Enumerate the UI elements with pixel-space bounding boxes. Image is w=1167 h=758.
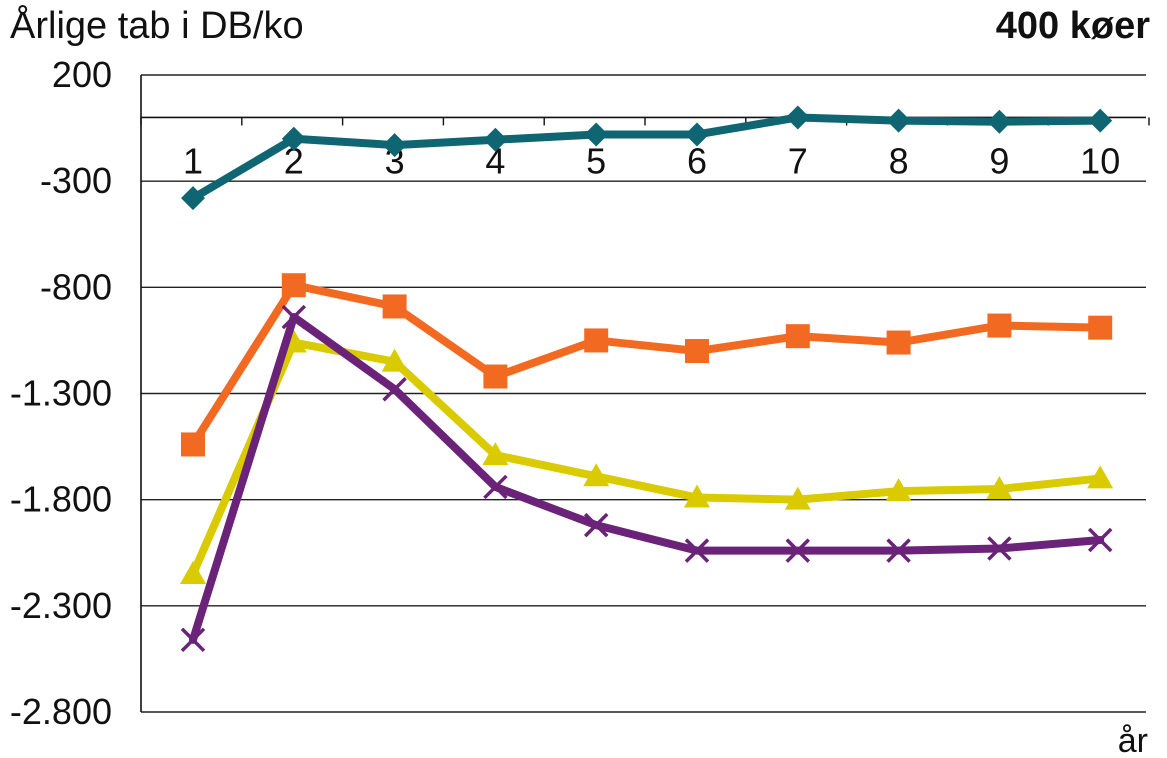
x-tick-labels: 1 2 3 4 5 6 7 8 9 10	[183, 140, 1120, 181]
y-tick-label: -2.800	[10, 691, 112, 732]
data-point-square	[181, 432, 205, 457]
data-point-x	[382, 377, 407, 402]
x-tick-label: 6	[687, 140, 707, 181]
data-point-square	[685, 339, 709, 364]
y-tick-label: -2.300	[10, 585, 112, 626]
y-axis-title: Årlige tab i DB/ko	[10, 3, 304, 47]
series-line	[189, 281, 1105, 449]
y-tick-label: -1.300	[10, 373, 112, 414]
data-point-x	[583, 512, 609, 538]
data-point-square	[886, 330, 911, 355]
data-point-x	[180, 627, 206, 653]
x-tick-label: 9	[989, 140, 1009, 181]
data-point-diamond	[987, 109, 1012, 134]
x-tick-label: 2	[284, 140, 304, 181]
data-point-square	[785, 324, 810, 349]
data-point-x	[483, 474, 508, 500]
data-point-x	[987, 536, 1012, 561]
series-line	[189, 313, 1105, 644]
data-point-square	[382, 294, 407, 319]
data-point-x	[886, 538, 911, 563]
data-point-triangle	[180, 560, 206, 584]
data-point-x	[1087, 527, 1113, 553]
x-tick-label: 10	[1080, 140, 1120, 181]
series-line	[189, 113, 1105, 203]
data-point-square	[281, 273, 306, 298]
data-point-diamond	[181, 186, 205, 211]
series-group	[180, 105, 1114, 653]
x-tick-label: 4	[485, 140, 505, 181]
y-tick-labels: 200 -300 -800 -1.300 -1.800 -2.300 -2.800	[10, 54, 112, 732]
data-point-diamond	[685, 122, 709, 147]
y-tick-label: -800	[40, 266, 112, 307]
data-point-triangle	[784, 486, 811, 510]
x-tick-label: 7	[788, 140, 808, 181]
x-tick-label: 8	[889, 140, 909, 181]
x-axis-title: år	[1118, 722, 1148, 758]
data-point-square	[584, 328, 609, 353]
data-point-diamond	[584, 122, 609, 147]
data-point-diamond	[483, 127, 508, 152]
x-tick-label: 5	[586, 140, 606, 181]
data-point-diamond	[886, 108, 911, 133]
data-point-diamond	[281, 126, 306, 151]
data-point-square	[1088, 315, 1113, 340]
data-point-triangle	[381, 348, 408, 372]
data-point-square	[483, 364, 508, 389]
corner-title: 400 køer	[996, 5, 1150, 47]
y-tick-label: -1.800	[10, 479, 112, 520]
data-point-triangle	[1087, 465, 1114, 489]
data-point-triangle	[583, 463, 610, 487]
y-tick-label: 200	[52, 54, 112, 95]
data-point-diamond	[785, 105, 810, 130]
data-point-x	[785, 538, 811, 563]
y-tick-label: -300	[40, 160, 112, 201]
data-point-square	[987, 313, 1012, 338]
data-point-x	[281, 304, 307, 330]
data-point-x	[684, 538, 710, 563]
data-point-triangle	[885, 478, 912, 502]
data-point-triangle	[482, 442, 509, 466]
x-tick-label: 1	[183, 140, 203, 181]
data-point-diamond	[382, 133, 407, 158]
data-point-triangle	[684, 484, 710, 508]
data-point-diamond	[1088, 108, 1113, 133]
data-point-triangle	[986, 476, 1013, 500]
